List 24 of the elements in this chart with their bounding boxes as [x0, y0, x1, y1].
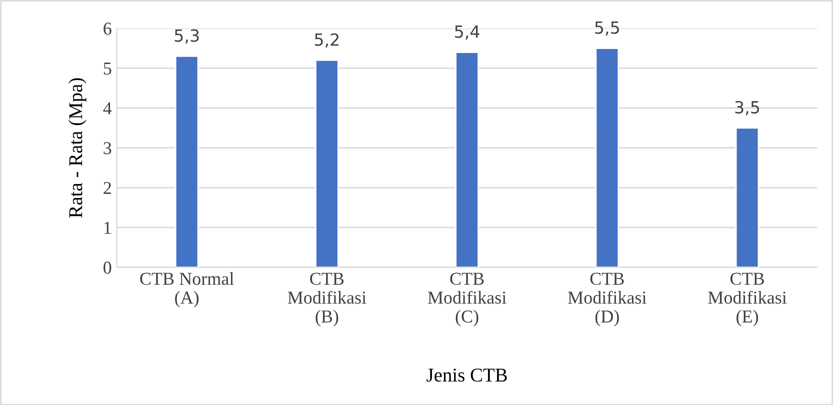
y-tick-label: 4 [103, 102, 112, 114]
bar [174, 56, 199, 268]
bar [455, 52, 479, 268]
x-axis-title: Jenis CTB [426, 368, 507, 382]
y-tick-label: 2 [104, 182, 111, 194]
y-tick-label: 5 [104, 62, 112, 75]
x-tick-label: CTB Modifikasi (D) [568, 272, 646, 326]
data-label: 5,3 [174, 29, 199, 44]
data-label: 5,4 [455, 26, 480, 40]
data-label: 5,2 [314, 33, 339, 48]
x-tick-label: CTB Modifikasi (C) [428, 272, 506, 326]
y-tick-label: 1 [104, 222, 111, 234]
y-axis-title: Rata - Rata (Mpa) [68, 78, 86, 218]
y-tick-label: 0 [104, 262, 112, 274]
bar [595, 48, 620, 268]
data-label: 3,5 [735, 100, 760, 116]
y-tick-label: 6 [104, 22, 112, 35]
bar [735, 127, 760, 268]
data-label: 5,5 [595, 22, 619, 36]
y-tick-label: 3 [104, 142, 112, 154]
bar [315, 60, 339, 268]
x-tick-label: CTB Modifikasi (E) [708, 272, 787, 326]
x-tick-label: CTB Normal (A) [140, 272, 234, 308]
x-tick-label: CTB Modifikasi (B) [288, 272, 366, 326]
